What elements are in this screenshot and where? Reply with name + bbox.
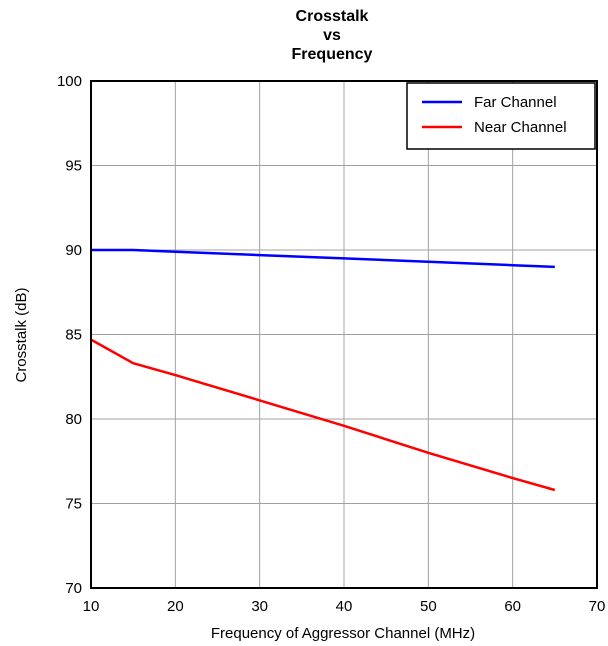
x-tick-label: 60 bbox=[504, 598, 521, 615]
y-tick-label: 100 bbox=[57, 73, 82, 90]
series-line-near-channel bbox=[90, 338, 556, 492]
chart-title: Crosstalk vs Frequency bbox=[292, 8, 373, 63]
x-tick-labels: 10 20 30 40 50 60 70 bbox=[83, 598, 606, 615]
x-axis-label: Frequency of Aggressor Channel (MHz) bbox=[211, 625, 475, 642]
x-tick-label: 30 bbox=[251, 598, 268, 615]
series-lines bbox=[90, 248, 556, 492]
y-tick-label: 70 bbox=[65, 580, 82, 597]
y-tick-label: 75 bbox=[65, 496, 82, 513]
chart-title-line-2: vs bbox=[323, 27, 341, 44]
x-tick-label: 10 bbox=[83, 598, 100, 615]
y-tick-label: 90 bbox=[65, 242, 82, 259]
legend-label-near-channel: Near Channel bbox=[474, 119, 567, 136]
y-tick-label: 95 bbox=[65, 158, 82, 175]
x-tick-label: 40 bbox=[336, 598, 353, 615]
chart-title-line-3: Frequency bbox=[292, 46, 373, 63]
plot-frame bbox=[90, 80, 598, 589]
y-tick-labels: 70 75 80 85 90 95 100 bbox=[57, 73, 82, 597]
x-tick-label: 50 bbox=[420, 598, 437, 615]
x-tick-label: 70 bbox=[589, 598, 606, 615]
legend: Far Channel Near Channel bbox=[406, 82, 596, 150]
legend-box bbox=[406, 82, 596, 150]
series-line-far-channel bbox=[91, 248, 555, 269]
grid-lines bbox=[90, 80, 598, 589]
y-axis-label: Crosstalk (dB) bbox=[13, 287, 30, 382]
chart-title-line-1: Crosstalk bbox=[296, 8, 369, 25]
legend-label-far-channel: Far Channel bbox=[474, 94, 557, 111]
y-tick-label: 85 bbox=[65, 327, 82, 344]
y-tick-label: 80 bbox=[65, 411, 82, 428]
x-tick-label: 20 bbox=[167, 598, 184, 615]
